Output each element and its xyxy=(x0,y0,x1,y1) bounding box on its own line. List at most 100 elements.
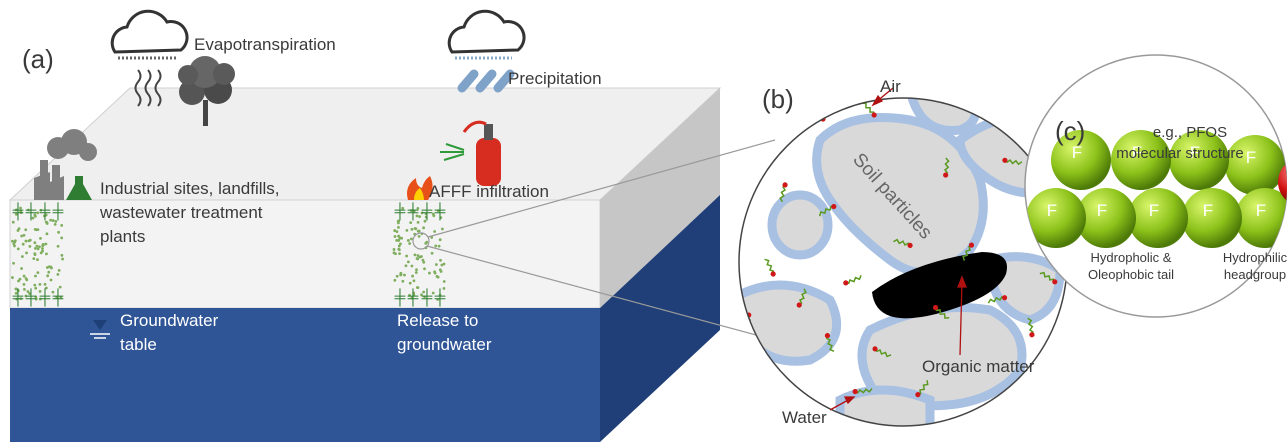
plume-dot xyxy=(36,247,40,251)
plume-dot xyxy=(406,239,410,242)
plume-dot xyxy=(54,219,58,223)
plume-dot xyxy=(410,227,414,231)
soil-pore-view xyxy=(738,97,1068,427)
plume-dot xyxy=(28,292,31,295)
plume-dot xyxy=(38,245,41,249)
plume-dot xyxy=(20,234,24,238)
pfas-molecule xyxy=(984,98,1001,112)
plume-dot xyxy=(410,264,414,268)
plume-dot xyxy=(58,285,62,289)
plume-dot xyxy=(24,239,28,243)
pfas-head xyxy=(871,112,877,118)
plume-dot xyxy=(437,244,441,248)
plume-dot xyxy=(409,237,413,241)
plume-dot xyxy=(22,283,26,286)
plume-dot xyxy=(433,270,436,274)
atom-label: F xyxy=(1190,143,1200,162)
plume-mark: ╪ xyxy=(407,288,419,307)
plume-dot xyxy=(31,216,35,220)
pfas-head xyxy=(843,280,849,286)
plume-dot xyxy=(14,291,18,295)
plume-dot xyxy=(395,230,399,234)
plume-dot xyxy=(412,279,416,283)
plume-dot xyxy=(421,258,425,262)
plume-dot xyxy=(10,239,14,243)
plume-dot xyxy=(45,222,49,225)
plume-dot xyxy=(12,242,16,246)
plume-dot xyxy=(22,274,26,278)
plume-dot xyxy=(392,248,396,251)
plume-dot xyxy=(397,247,401,251)
plume-dot xyxy=(408,281,412,285)
plume-dot xyxy=(415,268,418,272)
plume-dot xyxy=(12,261,15,265)
atom-label: F xyxy=(1203,201,1213,220)
plume-dot xyxy=(416,221,420,224)
plume-dot xyxy=(431,291,435,295)
plume-dot xyxy=(33,241,37,245)
pfas-tail xyxy=(943,157,950,174)
plume-dot xyxy=(56,244,60,248)
plume-dot xyxy=(423,295,426,299)
plume-dot xyxy=(415,257,419,260)
plume-mark: ╪ xyxy=(407,202,419,221)
pfas-head xyxy=(943,172,949,178)
panel-label: (a) xyxy=(22,44,54,74)
plume-dot xyxy=(47,270,51,274)
plume-dot xyxy=(403,273,406,277)
plume-dot xyxy=(49,278,53,282)
pfas-head xyxy=(932,304,939,311)
pfas-molecule xyxy=(962,242,975,261)
plume-dot xyxy=(418,255,422,259)
label: Precipitation xyxy=(508,69,602,88)
plume-mark: ╪ xyxy=(421,288,433,307)
plume-dot xyxy=(19,210,23,213)
plume-dot xyxy=(409,221,413,225)
plume-dot xyxy=(411,274,414,278)
label: AFFF infiltration xyxy=(429,182,549,201)
pfas-head xyxy=(770,271,776,277)
plume-dot xyxy=(395,274,399,278)
atom-label: F xyxy=(1132,143,1142,162)
pfas-molecule xyxy=(861,102,877,118)
plume-dot xyxy=(439,258,442,262)
plume-dot xyxy=(422,260,426,264)
plume-dot xyxy=(49,218,53,222)
plume-dot xyxy=(32,257,36,261)
plume-dot xyxy=(15,297,19,301)
plume-dot xyxy=(17,227,21,230)
pfas-molecule xyxy=(943,157,950,178)
pfas-head xyxy=(831,203,837,210)
plume-dot xyxy=(45,252,48,256)
plume-dot xyxy=(60,253,64,257)
pfas-molecule xyxy=(987,295,1008,304)
plume-dot xyxy=(415,214,419,218)
pfas-molecule xyxy=(915,380,929,398)
rain-drops xyxy=(457,69,515,93)
plume-dot xyxy=(438,238,442,242)
plume-dot xyxy=(393,235,397,238)
plume-dot xyxy=(398,252,401,256)
label: Industrial sites, landfills, xyxy=(100,179,280,198)
plume-dot xyxy=(434,263,438,266)
plume-dot xyxy=(55,295,59,299)
plume-dot xyxy=(41,242,45,246)
plume-dot xyxy=(436,298,440,301)
plume-dot xyxy=(17,279,20,283)
plume-dot xyxy=(43,214,46,218)
pfas-head xyxy=(1002,157,1008,163)
plume-dot xyxy=(405,229,409,232)
plume-dot xyxy=(442,262,446,266)
plume-dot xyxy=(408,242,412,245)
pfas-tail xyxy=(847,275,862,285)
plume-dot xyxy=(11,276,14,279)
pfas-molecule xyxy=(1039,271,1058,285)
panel-label: (b) xyxy=(762,84,794,114)
atom-label: F xyxy=(1256,201,1266,220)
plume-dot xyxy=(34,247,37,250)
pfas-tail xyxy=(987,295,1003,304)
plume-dot xyxy=(57,268,61,272)
plume-dot xyxy=(41,249,44,253)
plume-mark: ╪ xyxy=(25,202,37,221)
plume-dot xyxy=(34,286,38,290)
